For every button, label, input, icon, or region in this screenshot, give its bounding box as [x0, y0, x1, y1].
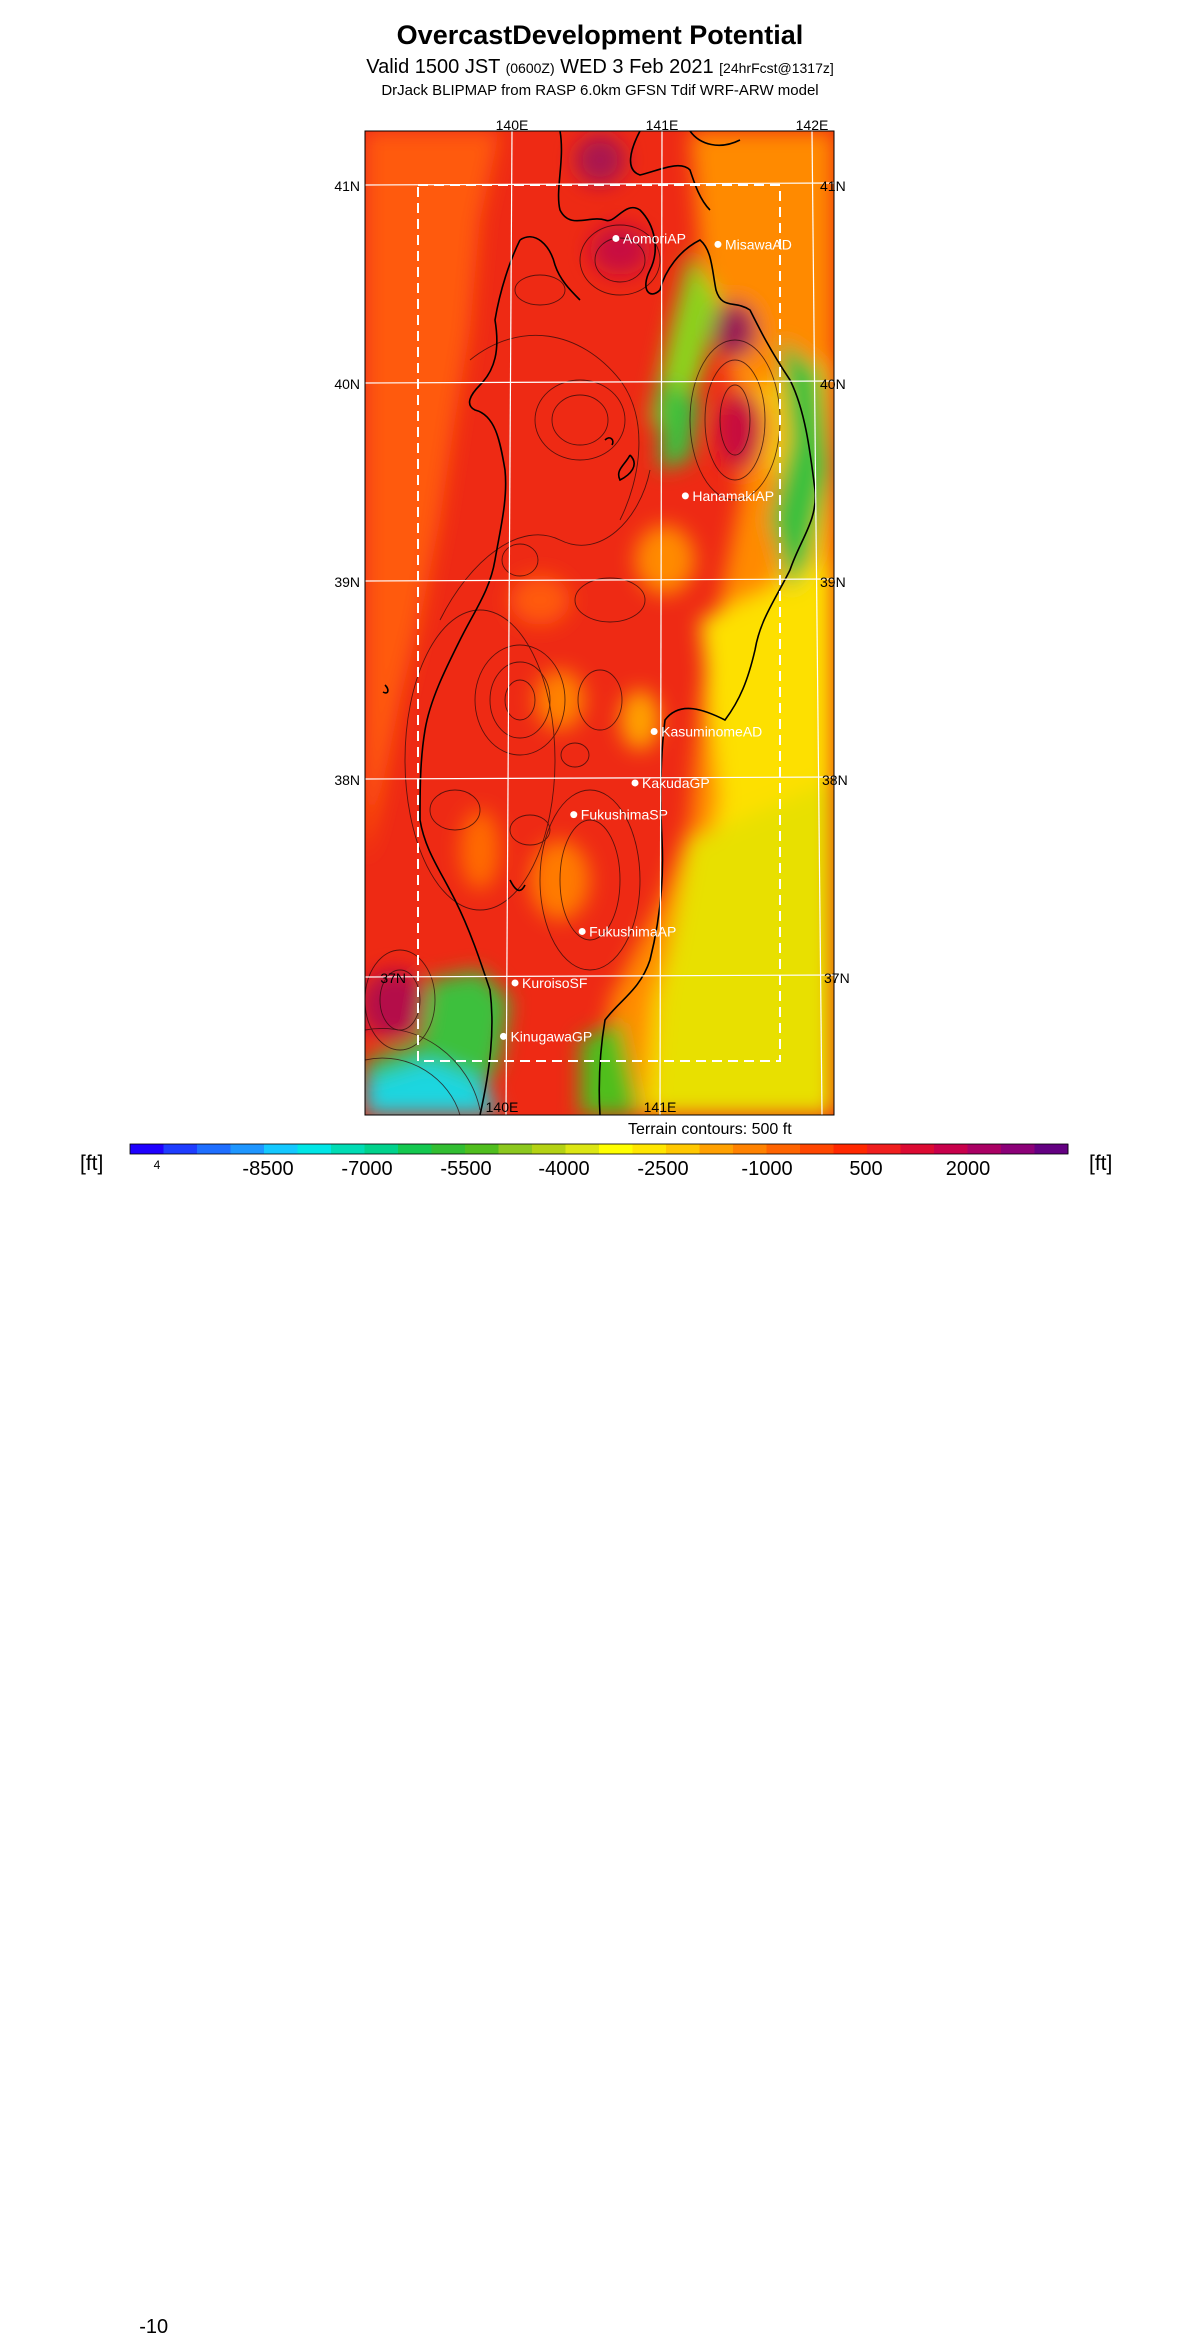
colorbar-swatch: [632, 1144, 667, 1154]
lat-label-right: 41N: [820, 178, 846, 194]
forecast-map: AomoriAP MisawaAD HanamakiAP KasuminomeAD Ka…: [129, 117, 1069, 1155]
station-dot: [578, 927, 586, 935]
colorbar: [129, 1143, 1069, 1155]
valid-date: WED 3 Feb 2021: [554, 56, 720, 78]
station-label: KuroisoSF: [522, 975, 587, 991]
station-label: AomoriAP: [623, 230, 686, 246]
colorbar-tick-label: -8500: [242, 1158, 294, 1180]
colorbar-swatch: [733, 1144, 767, 1154]
colorbar-swatch: [498, 1144, 533, 1154]
map-frame: [364, 130, 835, 1116]
colorbar-swatch: [297, 1144, 332, 1154]
colorbar-swatch: [398, 1144, 432, 1154]
station-label: HanamakiAP: [692, 488, 774, 504]
colorbar-swatch: [1001, 1144, 1035, 1154]
tick-exponent: 4: [153, 1158, 161, 1172]
colorbar-tick-label: -1000: [741, 1158, 793, 1180]
overcast-field: AomoriAP MisawaAD HanamakiAP KasuminomeAD Ka…: [365, 131, 834, 1115]
colorbar-swatch: [364, 1144, 399, 1154]
terrain-contour-note: Terrain contours: 500 ft: [628, 1121, 792, 1138]
station-dot: [499, 1032, 507, 1040]
colorbar-tick-label: -4000: [538, 1158, 590, 1180]
station-dot: [612, 234, 620, 242]
colorbar-tick-label: -2500: [637, 1158, 689, 1180]
station-dot: [570, 811, 578, 819]
lon-label-bottom: 141E: [644, 1099, 677, 1115]
lon-label-bottom: 140E: [486, 1099, 519, 1115]
colorbar-swatch: [766, 1144, 801, 1154]
valid-time: Valid 1500 JST (0600Z) WED 3 Feb 2021 [2…: [0, 56, 1200, 79]
station-label: KakudaGP: [642, 775, 710, 791]
station-label: FukushimaSP: [581, 807, 668, 823]
colorbar-swatch: [934, 1144, 968, 1154]
valid-utc: (0600Z): [505, 60, 555, 76]
colorbar-tick-label: -5500: [440, 1158, 492, 1180]
station-dot: [650, 727, 658, 735]
lat-label-left: 37N: [380, 970, 406, 986]
colorbar-swatch: [264, 1144, 298, 1154]
station-label: KinugawaGP: [510, 1028, 592, 1044]
lat-label-right: 39N: [820, 574, 846, 590]
colorbar-swatch: [867, 1144, 901, 1154]
lat-label-left: 38N: [334, 772, 360, 788]
colorbar-swatch: [1034, 1144, 1069, 1154]
lat-lon-grid: [365, 131, 834, 1115]
colorbar-swatch: [197, 1144, 231, 1154]
lat-label-left: 39N: [334, 574, 360, 590]
station-dot: [631, 779, 639, 787]
model-description: DrJack BLIPMAP from RASP 6.0km GFSN Tdif…: [381, 82, 819, 99]
valid-prefix: Valid 1500 JST: [366, 56, 506, 78]
station-dot: [511, 979, 519, 987]
colorbar-tick-label: -10 4: [139, 1158, 168, 2338]
lat-label-left: 41N: [334, 178, 360, 194]
colorbar-tick-label: 2000: [945, 1158, 991, 1180]
coastline: [382, 131, 817, 1115]
forecast-info: [24hrFcst@1317z]: [719, 60, 834, 76]
colorbar-tick-label: -7000: [341, 1158, 393, 1180]
chart-title: OvercastDevelopment Potential: [396, 20, 804, 50]
colorbar-swatch: [331, 1144, 365, 1154]
domain-boundary: [417, 184, 781, 1062]
colorbar-unit-right: [ft]: [1089, 1152, 1113, 1175]
colorbar-swatch: [800, 1144, 834, 1154]
colorbar-swatch: [130, 1144, 164, 1154]
lat-label-right: 40N: [820, 376, 846, 392]
colorbar-swatch: [532, 1144, 566, 1154]
lat-label-right: 37N: [824, 970, 850, 986]
lon-label-top: 141E: [646, 117, 679, 133]
terrain-contours: [365, 224, 781, 1115]
colorbar-swatch: [230, 1144, 265, 1154]
station-label: KasuminomeAD: [661, 723, 762, 739]
colorbar-swatch: [666, 1144, 700, 1154]
station-label: FukushimaAP: [589, 923, 676, 939]
station-label: MisawaAD: [725, 236, 792, 252]
colorbar-swatch: [599, 1144, 633, 1154]
lat-label-left: 40N: [334, 376, 360, 392]
tick-base: -10: [139, 2316, 169, 2338]
colorbar-swatch: [833, 1144, 868, 1154]
axis-labels: 140E 141E 142E 140E 141E 41N 40N 39N 38N…: [334, 117, 849, 1115]
lat-label-right: 38N: [822, 772, 848, 788]
colorbar-swatch: [431, 1144, 466, 1154]
station-markers: AomoriAP MisawaAD HanamakiAP KasuminomeAD Ka…: [499, 230, 792, 1044]
colorbar-tick-label: 500: [849, 1158, 883, 1180]
colorbar-swatch: [900, 1144, 935, 1154]
station-dot: [714, 240, 722, 248]
lon-label-top: 142E: [796, 117, 829, 133]
colorbar-unit-left: [ft]: [80, 1152, 104, 1175]
lon-label-top: 140E: [496, 117, 529, 133]
colorbar-swatch: [699, 1144, 734, 1154]
colorbar-swatch: [465, 1144, 499, 1154]
colorbar-swatch: [967, 1144, 1002, 1154]
colorbar-frame: [129, 1143, 1069, 1155]
station-dot: [681, 492, 689, 500]
colorbar-swatch: [163, 1144, 198, 1154]
colorbar-swatch: [565, 1144, 600, 1154]
